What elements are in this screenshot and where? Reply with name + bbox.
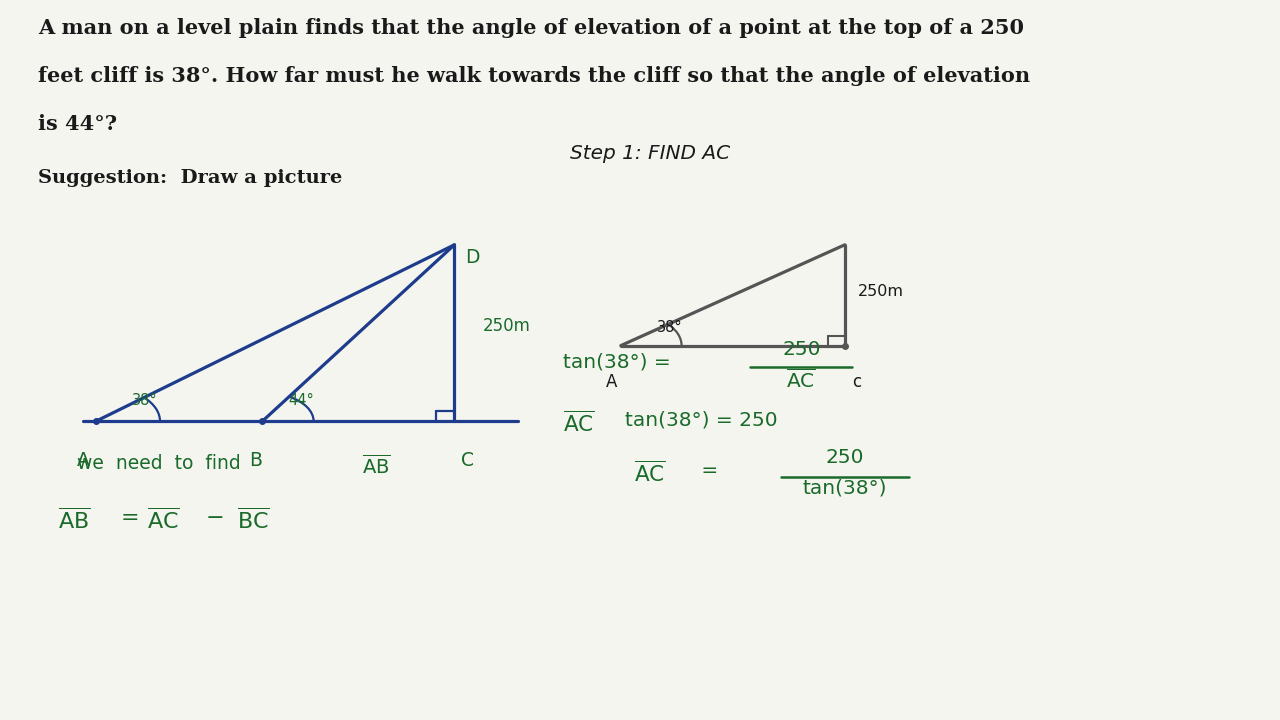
Text: $-$: $-$ [198,508,227,528]
Text: Suggestion:  Draw a picture: Suggestion: Draw a picture [38,169,343,187]
Text: 250m: 250m [858,284,904,299]
Text: 44°: 44° [288,393,314,408]
Text: $\overline{\mathrm{AC}}$: $\overline{\mathrm{AC}}$ [147,508,180,533]
Text: 250: 250 [826,448,864,467]
Text: 38°: 38° [657,320,682,335]
Text: we  need  to  find: we need to find [77,454,252,472]
Text: 250m: 250m [483,317,530,335]
Text: C: C [461,451,474,470]
Text: $\overline{\mathrm{AC}}$: $\overline{\mathrm{AC}}$ [563,410,595,436]
Text: tan(38°) =: tan(38°) = [563,353,671,372]
Text: tan(38°): tan(38°) [803,479,887,498]
Text: =: = [695,461,724,480]
Text: 38°: 38° [132,393,157,408]
Text: tan(38°) = 250: tan(38°) = 250 [625,410,777,429]
Text: Step 1: FIND AC: Step 1: FIND AC [570,144,730,163]
Text: $\overline{\mathrm{AB}}$: $\overline{\mathrm{AB}}$ [362,454,390,477]
Text: A: A [605,373,617,391]
Text: $=$: $=$ [109,508,145,528]
Text: A: A [77,451,90,470]
Text: 250: 250 [782,340,820,359]
Text: $\overline{\mathrm{AC}}$: $\overline{\mathrm{AC}}$ [786,369,817,392]
Text: c: c [852,373,861,391]
Text: is 44°?: is 44°? [38,114,118,135]
Text: B: B [250,451,262,470]
Text: A man on a level plain finds that the angle of elevation of a point at the top o: A man on a level plain finds that the an… [38,18,1024,38]
Text: D: D [465,248,479,267]
Text: $\overline{\mathrm{BC}}$: $\overline{\mathrm{BC}}$ [237,508,270,533]
Text: $\overline{\mathrm{AC}}$: $\overline{\mathrm{AC}}$ [634,461,666,486]
Text: feet cliff is 38°. How far must he walk towards the cliff so that the angle of e: feet cliff is 38°. How far must he walk … [38,66,1030,86]
Text: $\overline{\mathrm{AB}}$: $\overline{\mathrm{AB}}$ [58,508,90,533]
